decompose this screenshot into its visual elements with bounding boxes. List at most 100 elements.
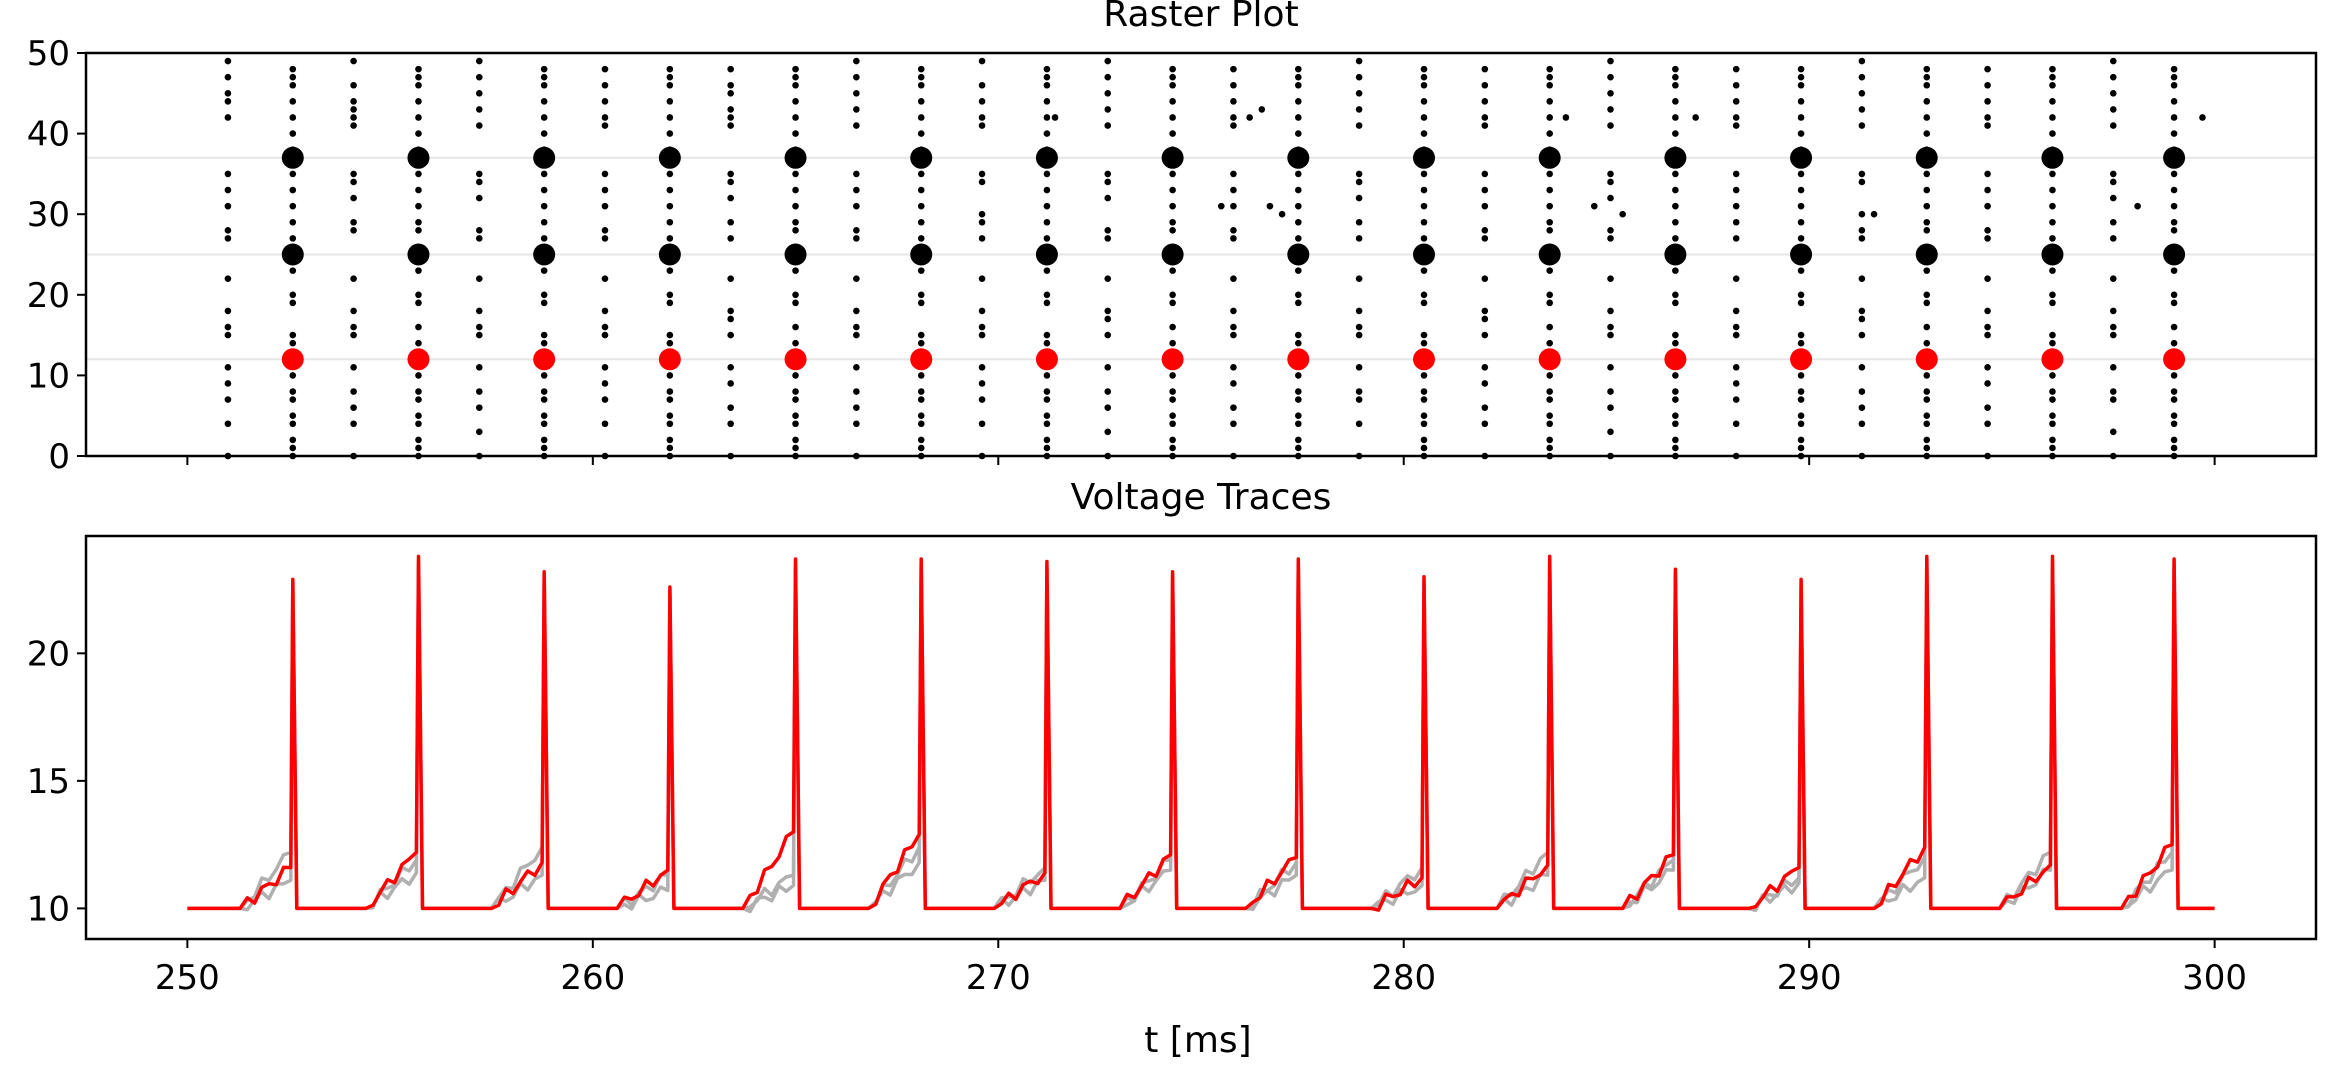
raster-highlight-spike (1035, 243, 1058, 266)
raster-spike (2109, 57, 2117, 65)
raster-highlight-spike (1915, 348, 1938, 371)
raster-spike (792, 130, 799, 137)
raster-spike (415, 186, 422, 194)
raster-spike (1043, 73, 1051, 81)
raster-spike (350, 106, 357, 113)
raster-spike (1355, 235, 1363, 242)
raster-spike (1169, 396, 1176, 403)
raster-spike (1355, 323, 1363, 331)
raster-spike (289, 339, 297, 347)
raster-spike (2109, 194, 2117, 202)
raster-spike (1295, 420, 1302, 428)
raster-spike (2170, 323, 2178, 331)
raster-spike (415, 339, 422, 347)
raster-spike (1481, 380, 1489, 387)
raster-spike (1672, 235, 1679, 242)
voltage-traces (187, 554, 2215, 914)
raster-spike (1858, 235, 1866, 242)
raster-spike (666, 114, 674, 121)
raster-spike (1481, 331, 1489, 339)
raster-spike (1858, 420, 1866, 428)
raster-spike (1923, 114, 1931, 121)
raster-spike (1420, 170, 1428, 178)
raster-spike (350, 364, 357, 371)
raster-y-tick-label: 0 (48, 437, 70, 477)
raster-spike (1797, 444, 1805, 452)
raster-spike (917, 218, 925, 226)
raster-spike (792, 65, 799, 73)
voltage-y-tick-label: 15 (27, 762, 70, 802)
raster-spike (1355, 90, 1363, 97)
raster-spike (917, 388, 925, 395)
raster-spike (666, 73, 674, 81)
raster-spike (415, 130, 422, 137)
raster-spike (601, 331, 609, 339)
raster-spike (917, 73, 925, 81)
raster-spike (1732, 186, 1740, 194)
raster-spike (792, 339, 799, 347)
raster-spike (1420, 98, 1428, 105)
raster-spike (2170, 65, 2178, 73)
raster-spike (1923, 412, 1931, 420)
raster-spike (727, 106, 734, 113)
raster-spike (540, 331, 548, 339)
raster-spike (540, 65, 548, 73)
raster-spike (917, 291, 925, 299)
raster-spike (1732, 81, 1740, 89)
raster-spike (415, 81, 422, 89)
raster-spike (1732, 396, 1740, 403)
raster-spike (1858, 388, 1866, 395)
raster-highlight-spike (2041, 243, 2064, 266)
raster-spike (350, 307, 357, 315)
raster-spike (917, 331, 925, 339)
raster-spike (289, 130, 297, 137)
raster-spike (1104, 106, 1112, 113)
raster-spike (666, 436, 674, 444)
raster-spike (1732, 275, 1740, 282)
raster-spike (853, 90, 860, 97)
raster-spike (2109, 388, 2117, 395)
raster-spike (1732, 323, 1740, 331)
raster-spike (666, 81, 674, 89)
raster-highlight-spike (1413, 243, 1435, 266)
raster-spike (1984, 170, 1991, 178)
raster-spike (792, 267, 799, 274)
raster-spike (350, 388, 357, 395)
raster-spike (666, 388, 674, 395)
raster-spike (917, 130, 925, 137)
raster-spike (1043, 98, 1051, 105)
raster-spike (1858, 331, 1866, 339)
raster-spike (1481, 420, 1489, 428)
raster-highlight-spike (910, 243, 933, 266)
raster-spike (727, 65, 734, 73)
raster-spike (1858, 364, 1866, 371)
raster-spike (792, 396, 799, 403)
raster-spike (1984, 186, 1991, 194)
raster-highlight-spike (1664, 348, 1687, 371)
raster-spike (1797, 412, 1805, 420)
raster-spike (1169, 98, 1176, 105)
raster-spike (540, 81, 548, 89)
raster-spike (727, 307, 734, 315)
raster-spike (2134, 202, 2141, 210)
raster-spike (666, 372, 674, 379)
raster-spike (1858, 275, 1866, 282)
raster-spike (1169, 372, 1176, 379)
raster-spike (1420, 73, 1428, 81)
raster-spike (727, 170, 734, 178)
raster-spike (1923, 218, 1931, 226)
raster-spike (289, 186, 297, 194)
raster-spike (1295, 202, 1302, 210)
raster-spike (1169, 81, 1176, 89)
raster-spike (1104, 315, 1112, 323)
raster-highlight-spike (1538, 243, 1561, 266)
raster-spike (978, 275, 986, 282)
raster-spike (666, 339, 674, 347)
raster-spikes (224, 57, 2206, 460)
raster-spike (727, 122, 734, 129)
raster-spike (415, 291, 422, 299)
raster-spike (1104, 364, 1112, 371)
raster-spike (1923, 339, 1931, 347)
raster-spike (1797, 331, 1805, 339)
raster-spike (1355, 331, 1363, 339)
